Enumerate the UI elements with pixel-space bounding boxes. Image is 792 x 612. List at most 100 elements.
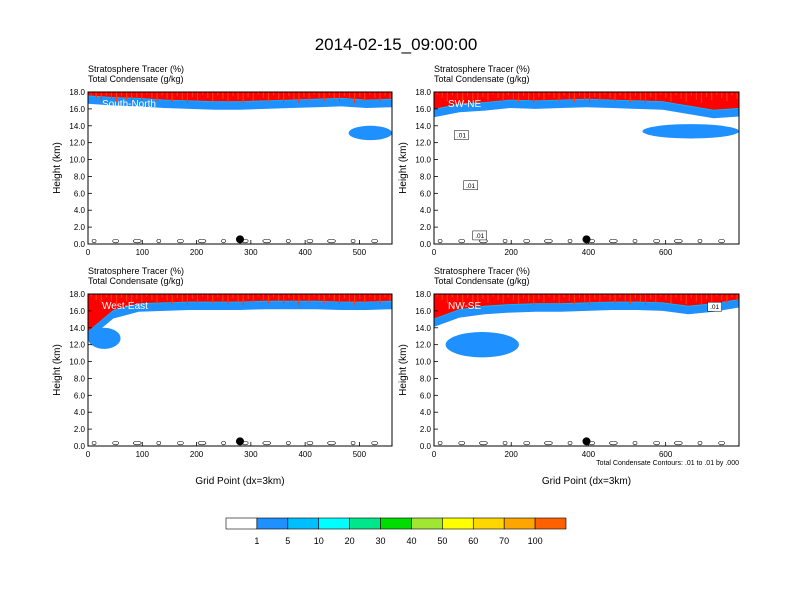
tracer-streak (553, 294, 555, 300)
tracer-streak (343, 294, 346, 299)
tracer-streak (100, 92, 102, 102)
tracer-streak (242, 92, 244, 103)
tracer-streak (507, 92, 509, 96)
figure-title: 2014-02-15_09:00:00 (315, 35, 478, 54)
plot-background (434, 92, 739, 244)
tracer-streak (369, 92, 371, 95)
x-tick-label: 400 (298, 450, 312, 459)
tracer-streak (670, 92, 672, 102)
condensate-contour (609, 238, 618, 244)
tracer-streak (288, 92, 290, 97)
tracer-streak (675, 92, 677, 96)
tracer-streak (568, 294, 570, 301)
tracer-streak (328, 92, 330, 96)
x-tick-label: 400 (298, 248, 312, 257)
tracer-streak (131, 294, 133, 305)
condensate-contour (697, 440, 703, 446)
tracer-streak (105, 294, 107, 298)
tracer-streak (589, 92, 591, 103)
tracer-streak (721, 92, 723, 98)
tracer-streak (456, 294, 459, 301)
x-tick-label: 0 (432, 450, 437, 459)
condensate-contour (112, 440, 119, 446)
tracer-streak (589, 294, 591, 305)
tracer-streak (695, 92, 697, 100)
tracer-streak (278, 294, 280, 301)
y-tick-label: 2.0 (74, 223, 86, 232)
x-tick-label: 500 (353, 248, 367, 257)
tracer-streak (716, 92, 718, 95)
condensate-contour (262, 238, 272, 244)
y-tick-label: 2.0 (74, 425, 86, 434)
panel-header-tracer: Stratosphere Tracer (%) (434, 266, 530, 276)
tracer-streak (675, 294, 677, 298)
condensate-patch (348, 125, 392, 141)
contour-label: .01 (457, 133, 466, 140)
tracer-streak (257, 92, 259, 95)
tracer-streak (379, 92, 381, 102)
tracer-streak (685, 294, 687, 305)
tracer-streak (272, 92, 275, 96)
colorbar-swatch (318, 517, 350, 530)
y-tick-label: 2.0 (420, 223, 432, 232)
tracer-streak (252, 92, 254, 101)
tracer-streak (634, 294, 636, 299)
y-tick-label: 4.0 (420, 206, 432, 215)
condensate-contour (132, 238, 142, 244)
tracer-streak (308, 92, 310, 101)
y-tick-label: 10.0 (69, 156, 85, 165)
tracer-streak (374, 92, 376, 98)
plot-area (88, 92, 392, 244)
condensate-contour (197, 440, 207, 446)
tracer-streak (487, 294, 489, 303)
y-tick-label: 4.0 (74, 206, 86, 215)
colorbar-swatch (503, 517, 536, 530)
condensate-contour (350, 440, 356, 446)
y-tick-label: 18.0 (69, 290, 85, 299)
tracer-streak (573, 92, 575, 103)
tracer-streak (176, 294, 178, 299)
tracer-streak (604, 294, 606, 297)
tracer-streak (680, 294, 682, 301)
tracer-streak (619, 92, 621, 96)
plot-frame (433, 293, 740, 447)
tracer-streak (212, 92, 214, 102)
x-tick-label: 400 (582, 450, 596, 459)
panel-header-tracer: Stratosphere Tracer (%) (88, 64, 184, 74)
tracer-streak (563, 92, 565, 96)
x-tick-label: 0 (86, 450, 91, 459)
contour-label: .01 (466, 183, 475, 190)
colorbar-label: 50 (437, 536, 447, 546)
tracer-streak (95, 294, 97, 300)
location-marker (236, 437, 244, 446)
panel-south-north: Stratosphere Tracer (%)Total Condensate … (52, 64, 393, 257)
panel-header-condensate: Total Condensate (g/kg) (88, 276, 184, 286)
x-tick-label: 200 (190, 450, 204, 459)
plot-background (88, 294, 392, 446)
tracer-streak (191, 294, 194, 300)
colorbar-swatch (256, 517, 289, 530)
tracer-band-top (88, 294, 392, 332)
panel-label: South-North (102, 99, 156, 110)
tracer-streak (354, 92, 356, 103)
tracer-band-top (434, 92, 739, 110)
tracer-streak (348, 294, 351, 302)
x-tick-label: 200 (190, 248, 204, 257)
condensate-contour (674, 238, 683, 244)
tracer-streak (364, 92, 366, 101)
tracer-streak (217, 294, 219, 298)
tracer-streak (726, 92, 728, 102)
condensate-contour (567, 440, 573, 446)
tracer-streak (609, 92, 611, 98)
panel-nw-se: Stratosphere Tracer (%)Total Condensate … (398, 266, 740, 487)
tracer-streak (141, 92, 143, 101)
tracer-streak (156, 294, 158, 304)
tracer-streak (313, 92, 315, 95)
tracer-streak (161, 92, 163, 96)
y-tick-label: 2.0 (420, 425, 432, 434)
colorbar-swatch (472, 517, 505, 530)
condensate-contour (112, 238, 119, 244)
tracer-streak (670, 294, 672, 304)
panel-sw-ne: Stratosphere Tracer (%)Total Condensate … (398, 64, 740, 257)
tracer-streak (594, 294, 596, 300)
